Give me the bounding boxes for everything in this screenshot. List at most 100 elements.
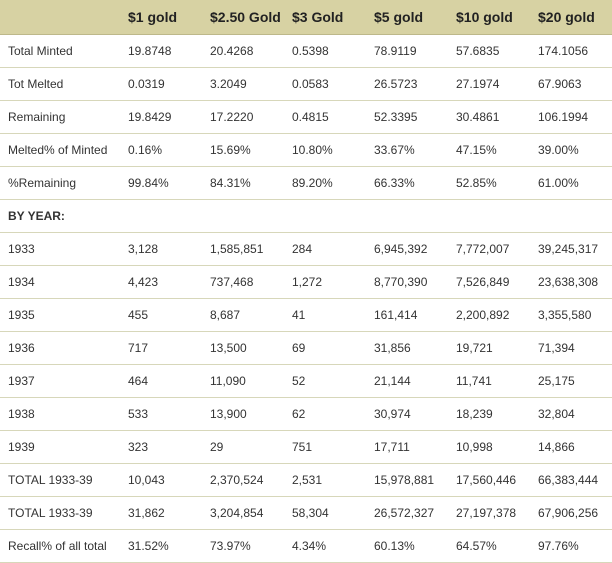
cell: 69	[284, 332, 366, 365]
row-label: Total Minted	[0, 35, 120, 68]
cell: 67.9063	[530, 68, 612, 101]
cell: 33.67%	[366, 134, 448, 167]
cell: 2,531	[284, 464, 366, 497]
cell: 67,906,256	[530, 497, 612, 530]
table-row: 193671713,5006931,85619,72171,394	[0, 332, 612, 365]
cell: 10,043	[120, 464, 202, 497]
cell: 41	[284, 299, 366, 332]
cell: 99.84%	[120, 167, 202, 200]
table-container: $1 gold $2.50 Gold $3 Gold $5 gold $10 g…	[0, 0, 612, 563]
cell: 10,998	[448, 431, 530, 464]
table-row: Total Minted19.874820.42680.539878.91195…	[0, 35, 612, 68]
row-label: Recall% of all total	[0, 530, 120, 563]
cell: 19.8429	[120, 101, 202, 134]
col-header: $20 gold	[530, 0, 612, 35]
table-row: 19354558,68741161,4142,200,8923,355,580	[0, 299, 612, 332]
cell: 61.00%	[530, 167, 612, 200]
table-row: 19393232975117,71110,99814,866	[0, 431, 612, 464]
cell: 23,638,308	[530, 266, 612, 299]
cell: 71,394	[530, 332, 612, 365]
cell: 31,862	[120, 497, 202, 530]
cell: 47.15%	[448, 134, 530, 167]
cell: 52	[284, 365, 366, 398]
cell: 26.5723	[366, 68, 448, 101]
table-row: Melted% of Minted0.16%15.69%10.80%33.67%…	[0, 134, 612, 167]
cell: 2,200,892	[448, 299, 530, 332]
cell: 7,526,849	[448, 266, 530, 299]
row-label: 1936	[0, 332, 120, 365]
cell: 89.20%	[284, 167, 366, 200]
row-label: Melted% of Minted	[0, 134, 120, 167]
table-header: $1 gold $2.50 Gold $3 Gold $5 gold $10 g…	[0, 0, 612, 35]
table-row: 19344,423737,4681,2728,770,3907,526,8492…	[0, 266, 612, 299]
cell: 161,414	[366, 299, 448, 332]
table-row: Remaining19.842917.22200.481552.339530.4…	[0, 101, 612, 134]
cell: 4,423	[120, 266, 202, 299]
cell: 3.2049	[202, 68, 284, 101]
table-row: TOTAL 1933-3910,0432,370,5242,53115,978,…	[0, 464, 612, 497]
cell: 10.80%	[284, 134, 366, 167]
cell	[202, 200, 284, 233]
cell: 13,900	[202, 398, 284, 431]
cell: 17,560,446	[448, 464, 530, 497]
cell: 66,383,444	[530, 464, 612, 497]
cell: 533	[120, 398, 202, 431]
cell: 11,090	[202, 365, 284, 398]
row-label: 1937	[0, 365, 120, 398]
cell: 26,572,327	[366, 497, 448, 530]
col-header	[0, 0, 120, 35]
cell: 66.33%	[366, 167, 448, 200]
table-row: 193853313,9006230,97418,23932,804	[0, 398, 612, 431]
cell: 13,500	[202, 332, 284, 365]
cell: 30.4861	[448, 101, 530, 134]
cell: 3,355,580	[530, 299, 612, 332]
table-row: BY YEAR:	[0, 200, 612, 233]
cell: 62	[284, 398, 366, 431]
cell: 455	[120, 299, 202, 332]
col-header: $2.50 Gold	[202, 0, 284, 35]
cell	[120, 200, 202, 233]
cell: 7,772,007	[448, 233, 530, 266]
cell: 717	[120, 332, 202, 365]
cell: 39.00%	[530, 134, 612, 167]
cell: 97.76%	[530, 530, 612, 563]
cell: 27,197,378	[448, 497, 530, 530]
col-header: $1 gold	[120, 0, 202, 35]
row-label: TOTAL 1933-39	[0, 464, 120, 497]
cell: 14,866	[530, 431, 612, 464]
row-label: %Remaining	[0, 167, 120, 200]
cell: 52.3395	[366, 101, 448, 134]
cell	[448, 200, 530, 233]
cell: 751	[284, 431, 366, 464]
row-label: 1938	[0, 398, 120, 431]
cell	[284, 200, 366, 233]
table-row: Recall% of all total31.52%73.97%4.34%60.…	[0, 530, 612, 563]
cell: 15.69%	[202, 134, 284, 167]
cell: 84.31%	[202, 167, 284, 200]
cell: 8,770,390	[366, 266, 448, 299]
row-label: 1933	[0, 233, 120, 266]
cell: 737,468	[202, 266, 284, 299]
cell: 11,741	[448, 365, 530, 398]
cell: 0.0583	[284, 68, 366, 101]
row-label: Tot Melted	[0, 68, 120, 101]
cell: 29	[202, 431, 284, 464]
cell: 52.85%	[448, 167, 530, 200]
cell: 1,272	[284, 266, 366, 299]
cell: 19,721	[448, 332, 530, 365]
table-body: Total Minted19.874820.42680.539878.91195…	[0, 35, 612, 563]
cell: 15,978,881	[366, 464, 448, 497]
cell: 27.1974	[448, 68, 530, 101]
row-label: TOTAL 1933-39	[0, 497, 120, 530]
table-row: 19333,1281,585,8512846,945,3927,772,0073…	[0, 233, 612, 266]
col-header: $5 gold	[366, 0, 448, 35]
cell: 0.4815	[284, 101, 366, 134]
cell: 323	[120, 431, 202, 464]
col-header: $10 gold	[448, 0, 530, 35]
cell: 60.13%	[366, 530, 448, 563]
cell: 30,974	[366, 398, 448, 431]
table-row: %Remaining99.84%84.31%89.20%66.33%52.85%…	[0, 167, 612, 200]
cell: 0.5398	[284, 35, 366, 68]
table-row: TOTAL 1933-3931,8623,204,85458,30426,572…	[0, 497, 612, 530]
cell: 17.2220	[202, 101, 284, 134]
